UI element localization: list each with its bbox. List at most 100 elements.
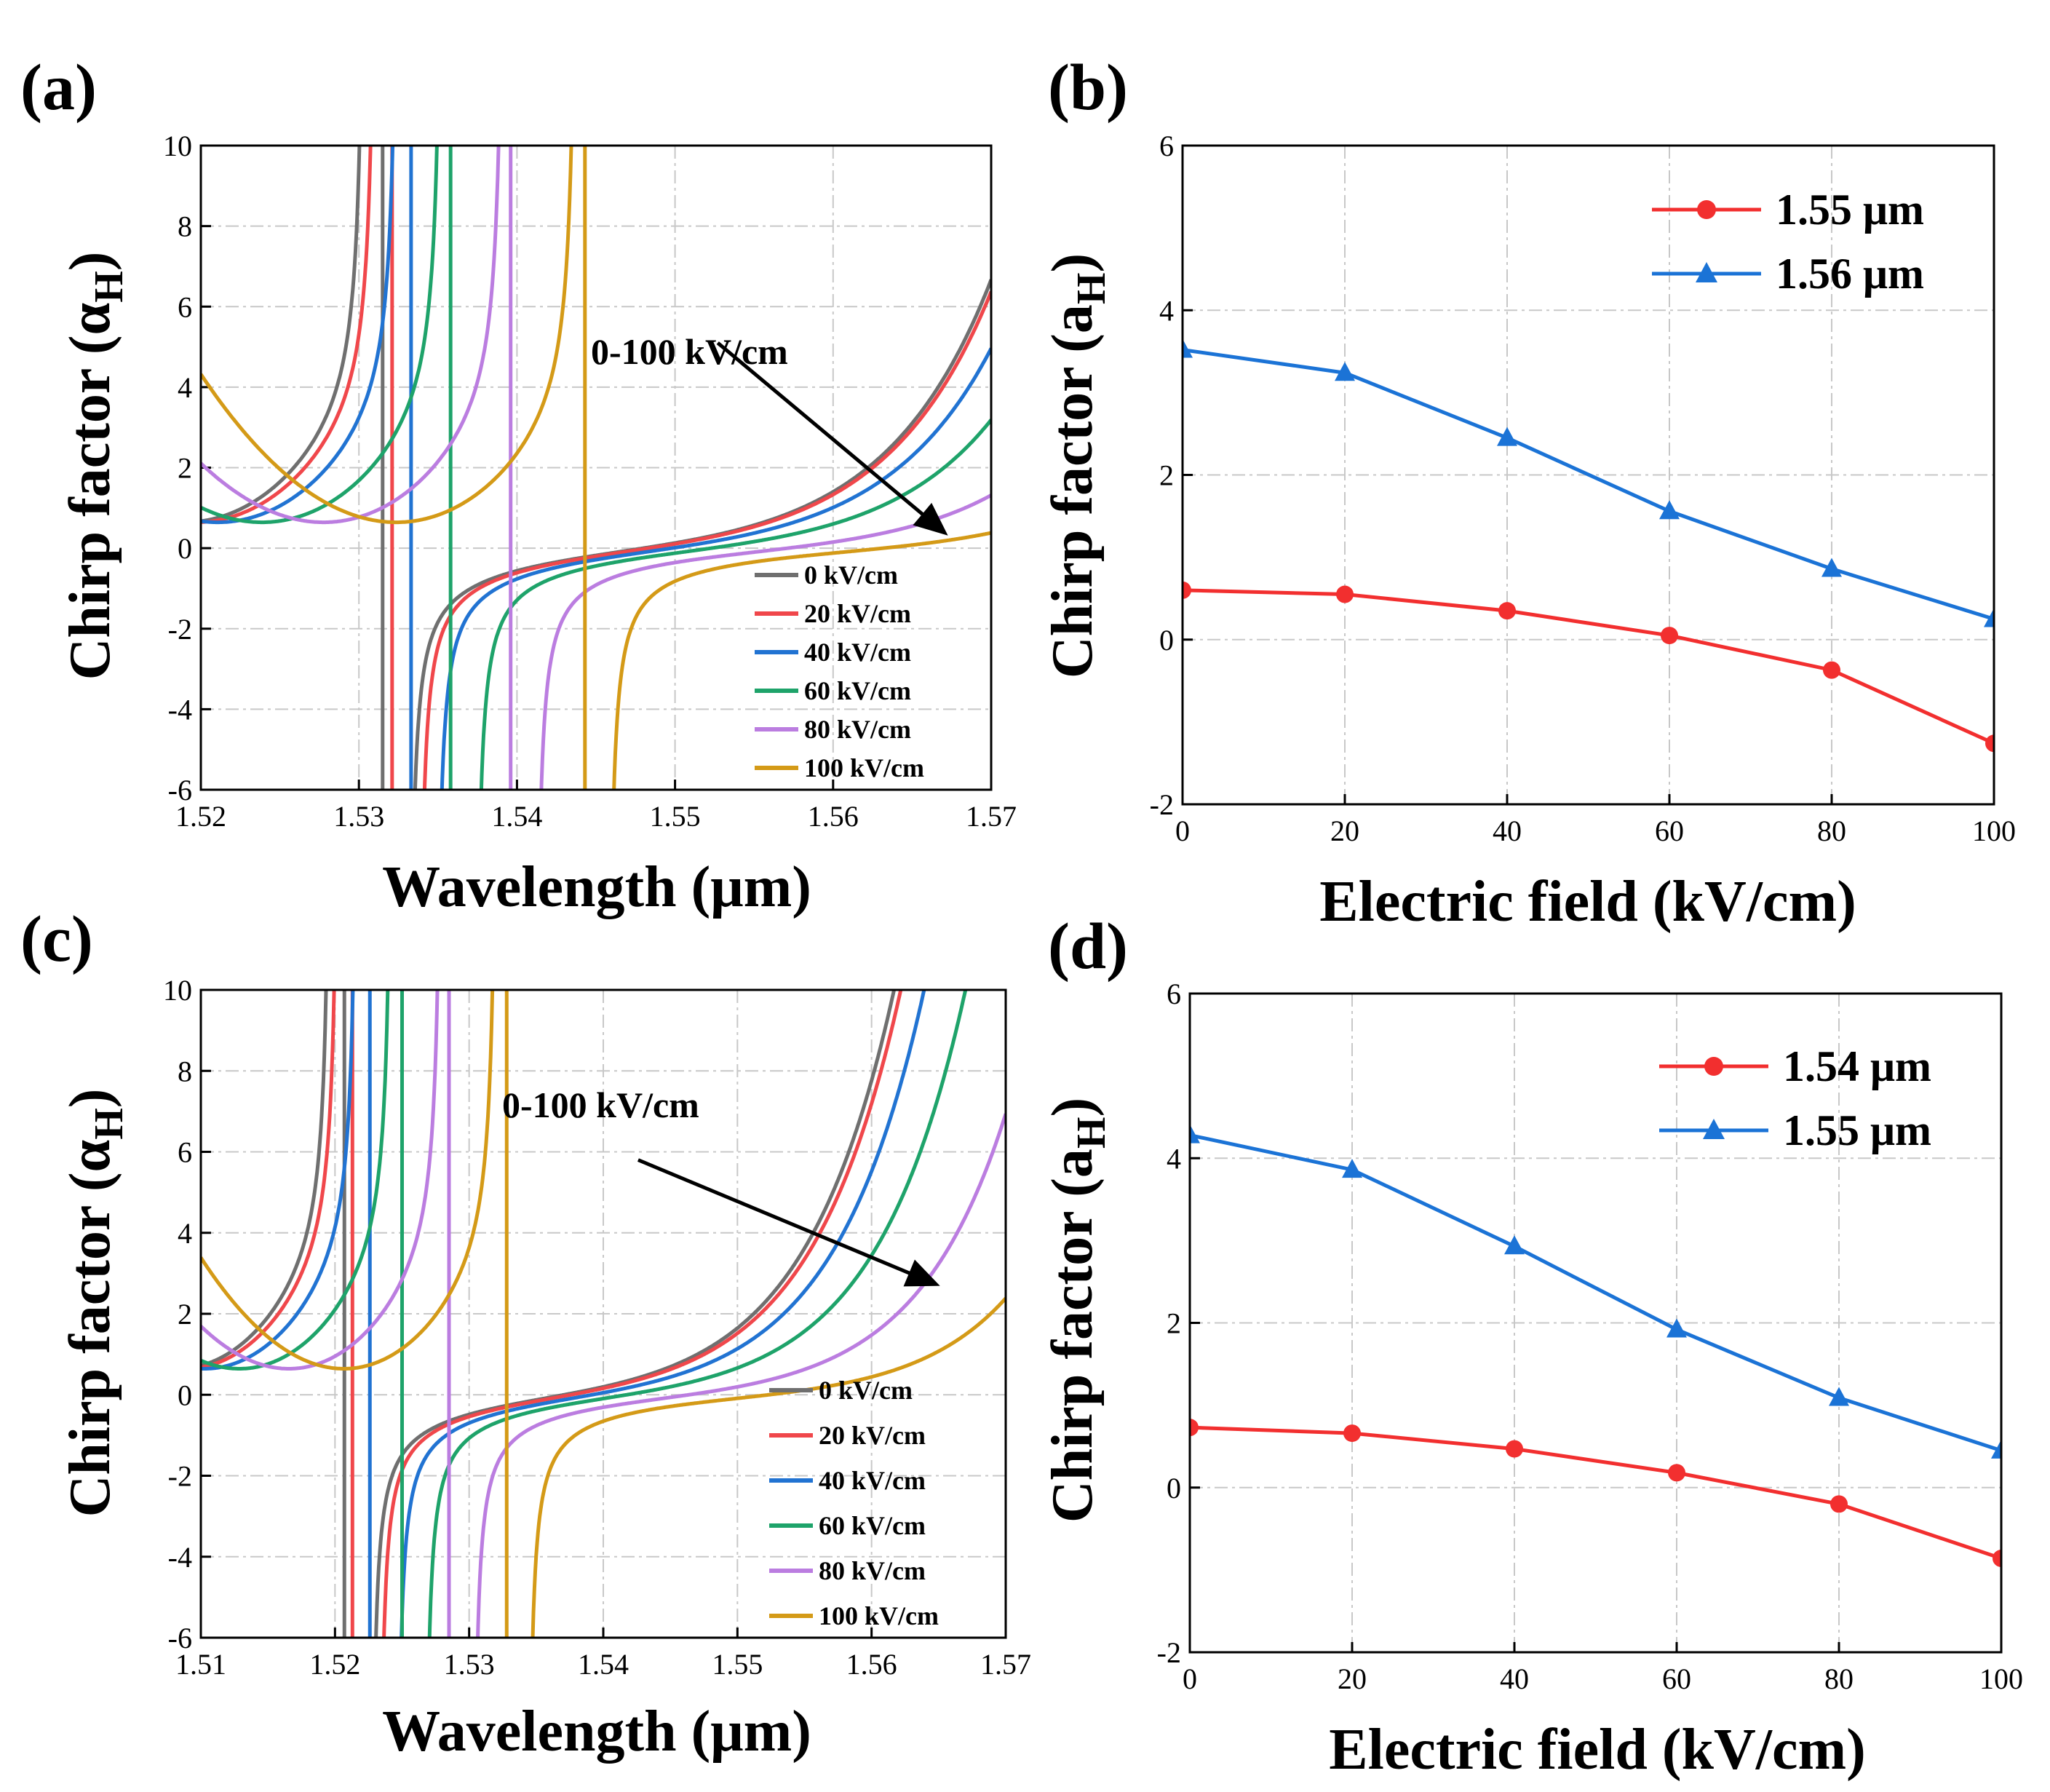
plot-frame	[199, 988, 1007, 1639]
plot-area	[201, 146, 991, 790]
data-point	[1985, 734, 1994, 753]
plot-frame	[199, 144, 993, 791]
x-axis-title: Wavelength (μm)	[382, 855, 811, 919]
series-line-right	[422, 290, 991, 790]
series-line-left	[201, 990, 440, 1371]
x-tick-label: 1.57	[966, 800, 1017, 833]
data-point	[1190, 1124, 1200, 1143]
y-tick-label: -2	[168, 613, 192, 646]
data-point	[1504, 1235, 1525, 1255]
y-tick-label: 10	[163, 974, 192, 1007]
y-tick-label: -6	[168, 774, 192, 806]
y-tick-label: -2	[1157, 1636, 1181, 1669]
x-tick-label: 60	[1662, 1662, 1691, 1695]
y-tick-label: 8	[178, 1055, 192, 1087]
legend-label: 1.55 μm	[1776, 186, 1924, 234]
x-tick-label: 1.53	[333, 800, 384, 833]
y-axis-title-close: )	[58, 1089, 122, 1109]
y-tick-label: 10	[163, 130, 192, 162]
x-tick-label: 1.57	[980, 1648, 1031, 1681]
x-tick-label: 0	[1175, 814, 1190, 847]
y-tick-label: 4	[1159, 294, 1174, 327]
x-tick-label: 80	[1817, 814, 1846, 847]
y-axis-title-main: Chirp factor (a	[1041, 304, 1105, 678]
y-axis-title-close: )	[58, 252, 122, 271]
y-axis-title-sub: H	[87, 1108, 132, 1140]
panel-label: (c)	[20, 903, 93, 975]
x-tick-label: 100	[1972, 814, 2016, 847]
data-point	[1336, 585, 1354, 603]
y-tick-label: 6	[1167, 978, 1181, 1010]
x-tick-label: 1.54	[578, 1648, 629, 1681]
series-line-right	[539, 493, 991, 790]
y-tick-label: -4	[168, 693, 192, 726]
y-axis-title: Chirp factor (aH)	[1041, 253, 1114, 678]
panel-label: (d)	[1048, 911, 1128, 983]
y-tick-label: -4	[168, 1541, 192, 1574]
series-line-left	[201, 990, 390, 1371]
data-point	[1823, 661, 1840, 679]
y-tick-label: -2	[168, 1460, 192, 1493]
series-line-left	[201, 990, 495, 1371]
y-axis-title-sub: H	[1069, 273, 1114, 305]
x-tick-label: 1.55	[650, 800, 701, 833]
series-line	[1190, 1425, 2001, 1561]
data-point	[1821, 558, 1842, 577]
grid	[201, 146, 991, 790]
legend-label: 60 kV/cm	[804, 676, 911, 705]
data-point	[1335, 362, 1355, 381]
y-tick-label: 0	[1159, 624, 1174, 657]
y-axis-title-close: )	[1041, 1098, 1105, 1117]
data-point	[1342, 1159, 1362, 1178]
y-tick-label: 2	[1159, 459, 1174, 492]
series-line-left	[201, 146, 395, 525]
x-tick-label: 40	[1500, 1662, 1529, 1695]
legend-marker	[1704, 1057, 1723, 1076]
data-point	[1991, 1439, 2001, 1459]
data-point	[1497, 427, 1517, 446]
legend-label: 1.54 μm	[1783, 1042, 1931, 1090]
x-tick-label: 1.55	[712, 1648, 763, 1681]
y-tick-label: 2	[178, 452, 192, 485]
data-point	[1183, 581, 1191, 599]
y-tick-label: -2	[1150, 788, 1174, 821]
x-tick-label: 100	[1979, 1662, 2023, 1695]
series-line-right	[427, 990, 968, 1638]
plot-area	[1190, 1124, 2001, 1568]
series-line-right	[374, 990, 897, 1638]
legend-label: 20 kV/cm	[804, 599, 911, 628]
x-tick-label: 60	[1655, 814, 1684, 847]
data-point	[1661, 627, 1678, 645]
data-point	[1659, 500, 1680, 520]
legend-label: 100 kV/cm	[819, 1601, 939, 1630]
data-point	[1498, 602, 1516, 620]
legend-label: 60 kV/cm	[819, 1511, 926, 1540]
legend-label: 100 kV/cm	[804, 753, 924, 782]
y-tick-label: 0	[1167, 1472, 1181, 1504]
series-line-left	[201, 146, 362, 523]
x-tick-label: 40	[1493, 814, 1522, 847]
series-line-right	[382, 990, 903, 1638]
series-line-left	[201, 990, 336, 1370]
y-axis-title-main: Chirp factor (α	[58, 303, 122, 681]
y-axis-title-close: )	[1041, 253, 1105, 273]
series-line-left	[201, 990, 355, 1371]
x-tick-label: 20	[1330, 814, 1359, 847]
data-point	[1668, 1464, 1685, 1482]
annotation-arrow-head	[903, 1259, 940, 1287]
series-line-left	[201, 990, 328, 1368]
data-point	[1984, 608, 1994, 627]
y-tick-label: 2	[178, 1298, 192, 1331]
series-line-right	[440, 347, 991, 790]
x-tick-label: 1.54	[491, 800, 542, 833]
plot-area	[201, 990, 1006, 1638]
annotation-text: 0-100 kV/cm	[591, 331, 788, 372]
x-tick-label: 1.56	[808, 800, 859, 833]
data-point	[1343, 1424, 1361, 1443]
legend-label: 1.56 μm	[1776, 250, 1924, 298]
y-tick-label: 2	[1167, 1307, 1181, 1340]
panel-label: (a)	[20, 52, 97, 124]
y-tick-label: 6	[178, 290, 192, 323]
